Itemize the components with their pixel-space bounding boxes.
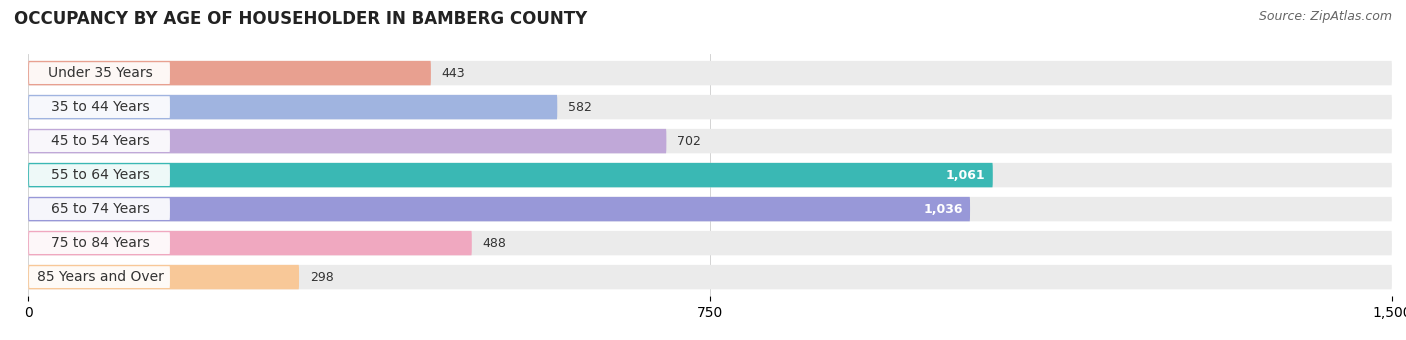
Text: 443: 443 bbox=[441, 67, 465, 80]
Text: 75 to 84 Years: 75 to 84 Years bbox=[51, 236, 150, 250]
FancyBboxPatch shape bbox=[30, 62, 170, 84]
FancyBboxPatch shape bbox=[28, 197, 970, 221]
FancyBboxPatch shape bbox=[28, 163, 993, 187]
Text: Source: ZipAtlas.com: Source: ZipAtlas.com bbox=[1258, 10, 1392, 23]
FancyBboxPatch shape bbox=[28, 95, 557, 119]
Text: 702: 702 bbox=[678, 135, 702, 148]
Text: 65 to 74 Years: 65 to 74 Years bbox=[51, 202, 150, 216]
FancyBboxPatch shape bbox=[28, 231, 472, 255]
FancyBboxPatch shape bbox=[28, 61, 430, 85]
FancyBboxPatch shape bbox=[28, 129, 666, 153]
Text: OCCUPANCY BY AGE OF HOUSEHOLDER IN BAMBERG COUNTY: OCCUPANCY BY AGE OF HOUSEHOLDER IN BAMBE… bbox=[14, 10, 588, 28]
FancyBboxPatch shape bbox=[28, 265, 1392, 289]
Text: 1,061: 1,061 bbox=[946, 169, 986, 182]
FancyBboxPatch shape bbox=[30, 164, 170, 186]
Text: 298: 298 bbox=[309, 271, 333, 284]
Text: 582: 582 bbox=[568, 101, 592, 114]
Text: 35 to 44 Years: 35 to 44 Years bbox=[51, 100, 149, 114]
Text: 1,036: 1,036 bbox=[924, 203, 963, 216]
Text: 45 to 54 Years: 45 to 54 Years bbox=[51, 134, 149, 148]
FancyBboxPatch shape bbox=[28, 231, 1392, 255]
Text: 488: 488 bbox=[482, 237, 506, 250]
Text: 85 Years and Over: 85 Years and Over bbox=[37, 270, 165, 284]
FancyBboxPatch shape bbox=[30, 266, 170, 288]
FancyBboxPatch shape bbox=[28, 265, 299, 289]
FancyBboxPatch shape bbox=[30, 232, 170, 254]
FancyBboxPatch shape bbox=[28, 163, 1392, 187]
FancyBboxPatch shape bbox=[28, 61, 1392, 85]
Text: 55 to 64 Years: 55 to 64 Years bbox=[51, 168, 150, 182]
Text: Under 35 Years: Under 35 Years bbox=[48, 66, 153, 80]
FancyBboxPatch shape bbox=[28, 129, 1392, 153]
FancyBboxPatch shape bbox=[28, 95, 1392, 119]
FancyBboxPatch shape bbox=[30, 96, 170, 118]
FancyBboxPatch shape bbox=[30, 130, 170, 152]
FancyBboxPatch shape bbox=[28, 197, 1392, 221]
FancyBboxPatch shape bbox=[30, 198, 170, 220]
